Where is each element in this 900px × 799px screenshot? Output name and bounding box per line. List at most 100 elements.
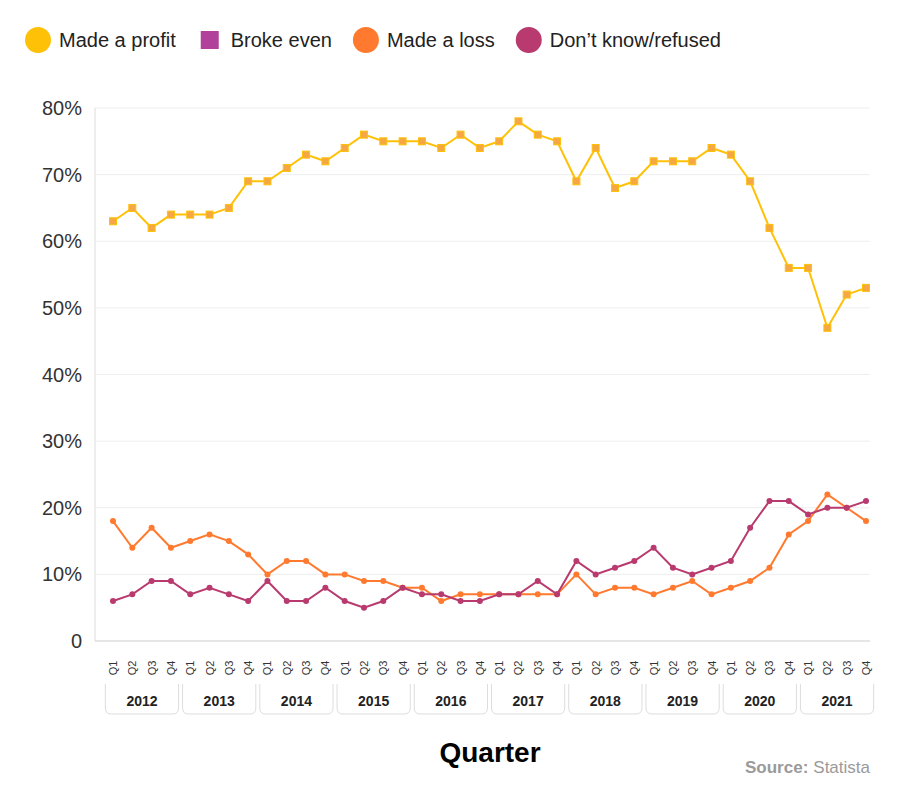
year-label: 2013 bbox=[204, 693, 235, 709]
x-tick-label: Q4 bbox=[783, 661, 795, 676]
year-label: 2019 bbox=[667, 693, 698, 709]
point-marker bbox=[670, 585, 676, 591]
point-marker bbox=[689, 578, 695, 584]
point-marker bbox=[843, 291, 850, 298]
point-marker bbox=[612, 565, 618, 571]
y-tick-label: 60% bbox=[42, 230, 82, 252]
point-marker bbox=[554, 591, 560, 597]
point-marker bbox=[322, 158, 329, 165]
point-marker bbox=[341, 144, 348, 151]
x-tick-label: Q4 bbox=[860, 661, 872, 676]
point-marker bbox=[129, 591, 135, 597]
point-marker bbox=[284, 598, 290, 604]
point-marker bbox=[206, 211, 213, 218]
point-marker bbox=[535, 578, 541, 584]
point-marker bbox=[418, 138, 425, 145]
point-marker bbox=[786, 498, 792, 504]
point-marker bbox=[824, 491, 830, 497]
year-label: 2014 bbox=[281, 693, 312, 709]
legend-label: Made a profit bbox=[59, 29, 176, 51]
x-tick-label: Q4 bbox=[706, 661, 718, 676]
source: Source: Statista bbox=[745, 758, 871, 777]
point-marker bbox=[303, 598, 309, 604]
point-marker bbox=[342, 598, 348, 604]
grid-line bbox=[95, 641, 870, 642]
x-tick-label: Q1 bbox=[339, 661, 351, 676]
point-marker bbox=[747, 578, 753, 584]
point-marker bbox=[129, 204, 136, 211]
legend-symbol bbox=[25, 27, 51, 53]
legend-symbol bbox=[353, 27, 379, 53]
year-bracket bbox=[492, 684, 565, 714]
point-marker bbox=[110, 598, 116, 604]
x-tick-label: Q1 bbox=[416, 661, 428, 676]
point-marker bbox=[844, 505, 850, 511]
x-tick-label: Q4 bbox=[474, 661, 486, 676]
point-marker bbox=[322, 571, 328, 577]
legend-symbol bbox=[201, 31, 219, 49]
point-marker bbox=[477, 591, 483, 597]
year-label: 2018 bbox=[590, 693, 621, 709]
source-label: Source: bbox=[745, 758, 808, 777]
year-label: 2012 bbox=[126, 693, 157, 709]
y-tick-label: 50% bbox=[42, 297, 82, 319]
point-marker bbox=[805, 518, 811, 524]
x-tick-label: Q2 bbox=[821, 661, 833, 676]
point-marker bbox=[207, 531, 213, 537]
point-marker bbox=[805, 264, 812, 271]
x-tick-label: Q4 bbox=[628, 661, 640, 676]
point-marker bbox=[863, 498, 869, 504]
point-marker bbox=[361, 131, 368, 138]
point-marker bbox=[399, 138, 406, 145]
point-marker bbox=[361, 605, 367, 611]
source-text: Statista bbox=[813, 758, 870, 777]
x-tick-label: Q4 bbox=[319, 661, 331, 676]
point-marker bbox=[805, 511, 811, 517]
year-label: 2021 bbox=[821, 693, 852, 709]
x-axis-title: Quarter bbox=[439, 737, 540, 768]
point-marker bbox=[651, 545, 657, 551]
chart: 010%20%30%40%50%60%70%80%Q1Q2Q3Q4Q1Q2Q3Q… bbox=[0, 0, 900, 799]
point-marker bbox=[226, 538, 232, 544]
x-tick-label: Q4 bbox=[242, 661, 254, 676]
year-bracket bbox=[569, 684, 642, 714]
legend-label: Broke even bbox=[231, 29, 332, 51]
point-marker bbox=[496, 591, 502, 597]
point-marker bbox=[708, 144, 715, 151]
point-marker bbox=[110, 518, 116, 524]
x-tick-label: Q1 bbox=[648, 661, 660, 676]
point-marker bbox=[766, 565, 772, 571]
point-marker bbox=[515, 118, 522, 125]
point-marker bbox=[766, 224, 773, 231]
x-tick-label: Q4 bbox=[551, 661, 563, 676]
legend-symbol bbox=[516, 27, 542, 53]
x-tick-label: Q2 bbox=[512, 661, 524, 676]
point-marker bbox=[419, 585, 425, 591]
point-marker bbox=[496, 138, 503, 145]
year-bracket bbox=[260, 684, 333, 714]
point-marker bbox=[650, 158, 657, 165]
y-tick-label: 80% bbox=[42, 97, 82, 119]
point-marker bbox=[534, 131, 541, 138]
point-marker bbox=[728, 558, 734, 564]
point-marker bbox=[380, 598, 386, 604]
point-marker bbox=[264, 178, 271, 185]
point-marker bbox=[110, 218, 117, 225]
year-bracket bbox=[800, 684, 873, 714]
point-marker bbox=[225, 204, 232, 211]
point-marker bbox=[438, 144, 445, 151]
plot-area bbox=[110, 118, 870, 611]
point-marker bbox=[476, 144, 483, 151]
year-bracket bbox=[183, 684, 256, 714]
point-marker bbox=[689, 158, 696, 165]
series-line bbox=[113, 494, 866, 601]
point-marker bbox=[785, 264, 792, 271]
point-marker bbox=[245, 551, 251, 557]
point-marker bbox=[438, 598, 444, 604]
y-tick-label: 10% bbox=[42, 563, 82, 585]
point-marker bbox=[631, 178, 638, 185]
point-marker bbox=[361, 578, 367, 584]
x-tick-label: Q3 bbox=[377, 661, 389, 676]
point-marker bbox=[477, 598, 483, 604]
point-marker bbox=[747, 178, 754, 185]
